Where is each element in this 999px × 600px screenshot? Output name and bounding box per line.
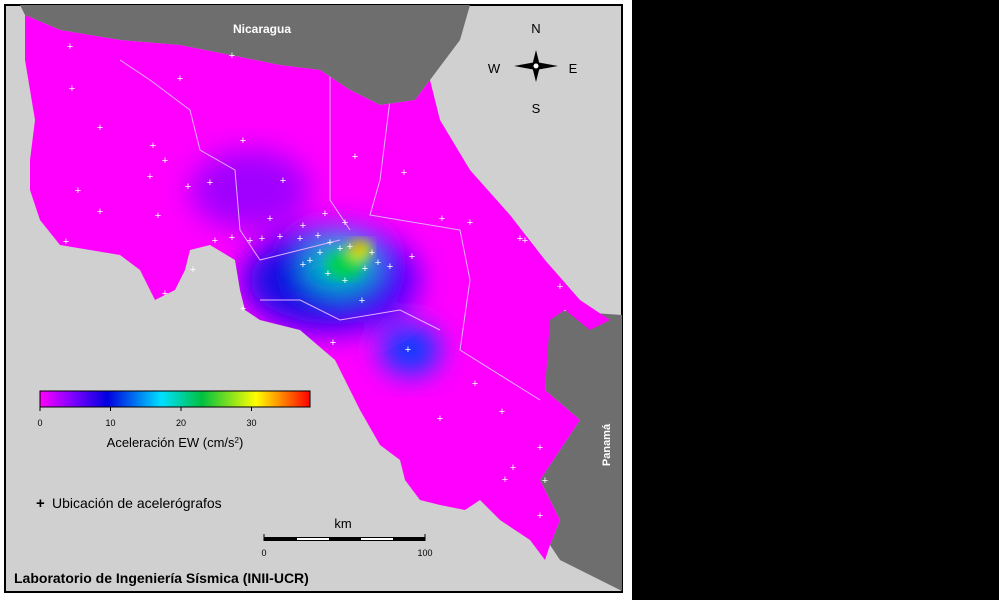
svg-text:W: W: [488, 61, 501, 76]
station-marker: +: [247, 235, 253, 247]
colorbar-tick-label: 10: [105, 418, 115, 428]
station-marker: +: [337, 243, 343, 255]
compass-rose: N S E W: [488, 21, 578, 116]
station-marker: +: [177, 73, 183, 85]
station-marker: +: [375, 257, 381, 269]
country-label-nicaragua: Nicaragua: [233, 22, 291, 36]
station-marker: +: [537, 510, 543, 522]
station-marker: +: [359, 295, 365, 307]
station-marker: +: [352, 151, 358, 163]
colorbar-label: Aceleración EW (cm/s2): [107, 435, 244, 450]
station-marker: +: [499, 406, 505, 418]
station-marker: +: [297, 233, 303, 245]
station-marker: +: [307, 255, 313, 267]
station-marker: +: [212, 235, 218, 247]
station-marker: +: [315, 230, 321, 242]
colorbar-tick-label: 0: [37, 418, 42, 428]
station-marker: +: [147, 171, 153, 183]
station-marker: +: [327, 237, 333, 249]
station-marker: +: [542, 475, 548, 487]
nicaragua-land: [20, 5, 470, 105]
svg-text:N: N: [531, 21, 540, 36]
credit-text: Laboratorio de Ingeniería Sísmica (INII-…: [14, 570, 309, 586]
country-label-panama: Panamá: [601, 423, 613, 466]
station-marker: +: [330, 337, 336, 349]
station-marker: +: [409, 251, 415, 263]
station-marker: +: [347, 241, 353, 253]
station-marker: +: [537, 442, 543, 454]
station-marker: +: [240, 135, 246, 147]
svg-text:Ubicación de acelerógrafos: Ubicación de acelerógrafos: [52, 495, 222, 511]
station-marker: +: [437, 413, 443, 425]
station-marker: +: [472, 378, 478, 390]
station-marker: +: [97, 206, 103, 218]
station-marker: +: [362, 263, 368, 275]
legend: + Ubicación de acelerógrafos: [36, 495, 222, 512]
station-marker: +: [522, 235, 528, 247]
station-marker: +: [162, 288, 168, 300]
station-marker: +: [277, 231, 283, 243]
station-marker: +: [317, 247, 323, 259]
station-marker: +: [439, 213, 445, 225]
station-marker: +: [342, 275, 348, 287]
station-marker: +: [387, 261, 393, 273]
svg-text:E: E: [569, 61, 578, 76]
station-marker: +: [155, 210, 161, 222]
svg-text:100: 100: [417, 548, 432, 558]
station-marker: +: [300, 220, 306, 232]
colorbar-tick-label: 30: [246, 418, 256, 428]
station-markers: + + + + + + + + + + + + + + + + + + + + + + + + + + + + + + + + + + + + + + + +…: [63, 41, 563, 522]
station-marker: +: [69, 83, 75, 95]
panama-land: [540, 310, 622, 591]
station-marker: +: [510, 462, 516, 474]
station-marker: +: [240, 303, 246, 315]
station-marker: +: [467, 217, 473, 229]
scale-bar: km 0 100: [261, 516, 432, 558]
station-marker: +: [557, 281, 563, 293]
station-marker: +: [502, 474, 508, 486]
station-marker: +: [67, 41, 73, 53]
station-marker: +: [280, 175, 286, 187]
station-marker: +: [322, 208, 328, 220]
station-marker: +: [342, 217, 348, 229]
black-margin: [632, 0, 999, 600]
station-marker: +: [325, 268, 331, 280]
station-marker: +: [405, 344, 411, 356]
station-marker: +: [207, 177, 213, 189]
station-marker: +: [259, 233, 265, 245]
station-marker: +: [190, 264, 196, 276]
station-marker: +: [517, 233, 523, 245]
svg-text:Nicaragua: Nicaragua: [233, 22, 291, 36]
station-marker: +: [63, 236, 69, 248]
colorbar: 0 10 20 30 Aceleración EW (cm/s2): [37, 390, 311, 450]
station-marker: +: [267, 213, 273, 225]
acceleration-map: + + + + + + + + + + + + + + + + + + + + + + + + + + + + + + + + + + + + + + + +…: [4, 4, 623, 593]
station-marker: +: [97, 122, 103, 134]
station-marker: +: [401, 167, 407, 179]
station-marker: +: [75, 185, 81, 197]
station-marker: +: [162, 155, 168, 167]
svg-text:km: km: [334, 516, 351, 531]
station-marker-symbol: +: [36, 495, 45, 512]
station-marker: +: [150, 140, 156, 152]
svg-text:S: S: [532, 101, 541, 116]
station-marker: +: [185, 181, 191, 193]
station-marker: +: [229, 50, 235, 62]
colorbar-tick-label: 20: [176, 418, 186, 428]
svg-text:0: 0: [261, 548, 266, 558]
station-marker: +: [300, 259, 306, 271]
station-marker: +: [369, 247, 375, 259]
station-marker: +: [229, 232, 235, 244]
province-borders: [119, 59, 541, 401]
